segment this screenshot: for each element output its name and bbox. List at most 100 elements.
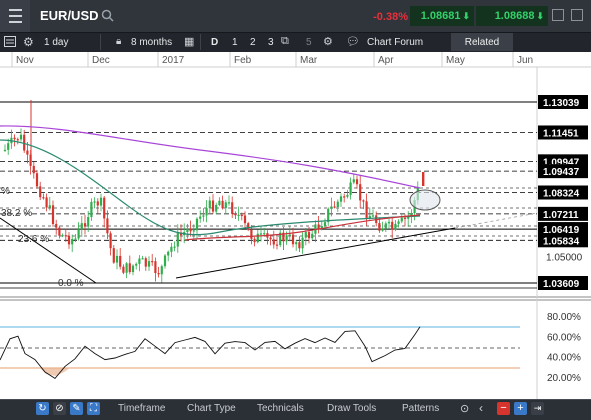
interval-select[interactable]: 1 day [44, 37, 69, 48]
candle-body [147, 261, 151, 267]
candle-body [51, 205, 55, 225]
oscillator-panel: 80.00% 60.00% 40.00% 20.00% [0, 312, 581, 384]
candles [3, 100, 425, 283]
zoom-out-icon[interactable]: − [497, 402, 510, 415]
candle-body [301, 237, 304, 249]
gear-icon[interactable]: ⚙ [23, 35, 34, 49]
period-select[interactable]: 8 months [131, 37, 173, 48]
price-label-box [538, 222, 588, 237]
disable-icon[interactable]: ⊘ [53, 402, 66, 415]
trendlines[interactable] [0, 189, 538, 289]
zoom-reset-icon[interactable]: ⊙ [460, 403, 470, 415]
candle-body [227, 202, 231, 204]
candle-body [3, 149, 7, 152]
refresh-icon[interactable]: ↻ [36, 402, 49, 415]
candle-body [138, 258, 141, 264]
tab-timeframe[interactable]: Timeframe [118, 403, 166, 414]
related-button[interactable]: Related [451, 33, 513, 51]
tab-chart-type[interactable]: Chart Type [187, 403, 236, 414]
sell-price-button[interactable]: 1.08681 ⬇ [410, 6, 474, 26]
price-label-box [538, 95, 588, 109]
candle-body [93, 201, 96, 203]
granularity-d[interactable]: D [211, 37, 219, 48]
candle-body [64, 235, 67, 237]
oscillator-tick-label: 40.00% [547, 353, 581, 364]
x-tick-label: Jun [517, 55, 533, 66]
sell-price: 1.08681 [420, 10, 461, 22]
price-chart[interactable]: Nov Dec 2017 Feb Mar Apr May Jun 1.13039 1.11451… [0, 52, 591, 419]
symbol-title[interactable]: EUR/USD [40, 8, 99, 23]
candle-body [288, 234, 291, 236]
price-label: 1.06419 [543, 225, 580, 236]
candle-body [391, 221, 394, 230]
candle-body [243, 215, 247, 224]
price-label: 1.07211 [543, 210, 579, 221]
chart-forum-link[interactable]: Chart Forum [367, 37, 424, 48]
candle-body [35, 173, 39, 187]
candle-body [378, 223, 381, 231]
x-tick-label: Dec [92, 55, 110, 66]
search-icon[interactable] [101, 9, 114, 22]
candle-body [272, 239, 275, 245]
candle-body [192, 230, 195, 232]
restore-icon[interactable] [571, 9, 583, 21]
tab-draw-tools[interactable]: Draw Tools [327, 403, 377, 414]
price-label-box [538, 206, 588, 221]
oscillator-tick-label: 60.00% [547, 332, 581, 343]
candle-body [23, 134, 26, 151]
granularity-3[interactable]: 3 [268, 37, 274, 48]
price-label-box [538, 233, 588, 248]
x-tick-label: Mar [300, 55, 318, 66]
candle-body [19, 134, 23, 140]
candle-body [291, 234, 295, 245]
price-label-box [538, 276, 588, 290]
candle-body [205, 208, 208, 216]
fib-labels: % 38.2 % 23.6 % 0.0 % [1, 186, 84, 289]
chart-settings-icon[interactable] [4, 36, 16, 47]
candle-body [202, 215, 205, 217]
arrow-down-icon: ⬇ [536, 10, 544, 21]
candle-body [422, 172, 425, 186]
gear-icon[interactable]: ⚙ [323, 36, 333, 48]
candle-body [16, 139, 19, 141]
fib-label: 38.2 % [1, 208, 32, 219]
candle-body [99, 197, 103, 206]
x-tick-label: 2017 [162, 55, 185, 66]
candle-body [343, 196, 346, 198]
candle-body [61, 235, 64, 237]
wrench-icon[interactable]: ✎ [70, 402, 83, 415]
calendar-icon[interactable]: ▦ [184, 36, 195, 48]
tab-technicals[interactable]: Technicals [257, 403, 304, 414]
scroll-end-icon[interactable]: ⇥ [531, 402, 544, 415]
menu-icon[interactable] [0, 0, 30, 32]
candle-body [141, 258, 144, 260]
buy-price-button[interactable]: 1.08688 ⬇ [476, 6, 548, 26]
candle-body [195, 218, 199, 231]
candle-body [371, 215, 375, 217]
candle-body [323, 222, 327, 227]
bottom-toolbar [0, 399, 591, 420]
tab-patterns[interactable]: Patterns [402, 403, 440, 414]
granularity-1[interactable]: 1 [232, 37, 238, 48]
zoom-in-icon[interactable]: + [514, 402, 527, 415]
oscillator-tick-label: 80.00% [547, 312, 581, 323]
trendline [175, 227, 456, 279]
price-label-box [538, 164, 588, 179]
candle-body [48, 205, 51, 208]
candle-body [157, 273, 160, 275]
candle-body [298, 242, 301, 249]
oscillator-tick-label: 20.00% [547, 373, 581, 384]
trendline [0, 217, 97, 284]
chevron-left-icon[interactable]: ‹ [479, 401, 483, 415]
minimize-icon[interactable] [552, 9, 564, 21]
candle-body [279, 232, 282, 246]
add-chart-icon[interactable]: ⧉ [281, 35, 289, 47]
candle-body [259, 233, 263, 235]
candle-body [32, 165, 35, 174]
expand-icon[interactable]: ⛶ [87, 402, 100, 415]
granularity-2[interactable]: 2 [250, 37, 256, 48]
candle-body [407, 216, 410, 219]
candle-body [355, 179, 359, 185]
candle-body [275, 244, 279, 246]
fib-label: 23.6 % [18, 234, 49, 245]
